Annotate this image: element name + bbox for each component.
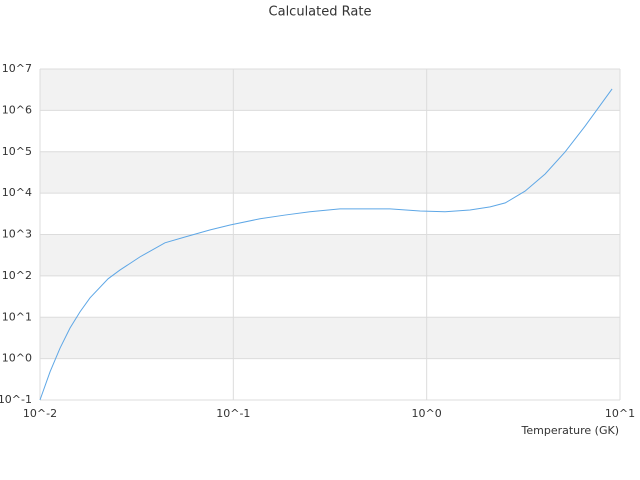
y-tick-label: 10^0 xyxy=(2,352,32,365)
y-tick-label: 10^5 xyxy=(2,145,32,158)
x-axis-label: Temperature (GK) xyxy=(521,424,620,437)
y-tick-label: 10^4 xyxy=(2,186,32,199)
x-tick-label: 10^1 xyxy=(605,407,635,420)
y-tick-label: 10^7 xyxy=(2,62,32,75)
x-tick-label: 10^-1 xyxy=(216,407,250,420)
chart-title: Calculated Rate xyxy=(269,5,372,20)
plot-bands xyxy=(39,68,621,401)
grid-band xyxy=(40,151,620,194)
y-tick-label: 10^6 xyxy=(2,103,32,116)
grid-band xyxy=(40,69,620,111)
grid-band xyxy=(40,234,620,276)
line-series xyxy=(39,88,613,401)
y-tick-label: 10^3 xyxy=(2,228,32,241)
y-tick-label: 10^-1 xyxy=(0,393,32,406)
grid-band xyxy=(40,317,620,359)
y-tick-label: 10^1 xyxy=(2,310,32,323)
x-tick-label: 10^0 xyxy=(412,407,442,420)
y-tick-label: 10^2 xyxy=(2,269,32,282)
x-tick-label: 10^-2 xyxy=(23,407,57,420)
